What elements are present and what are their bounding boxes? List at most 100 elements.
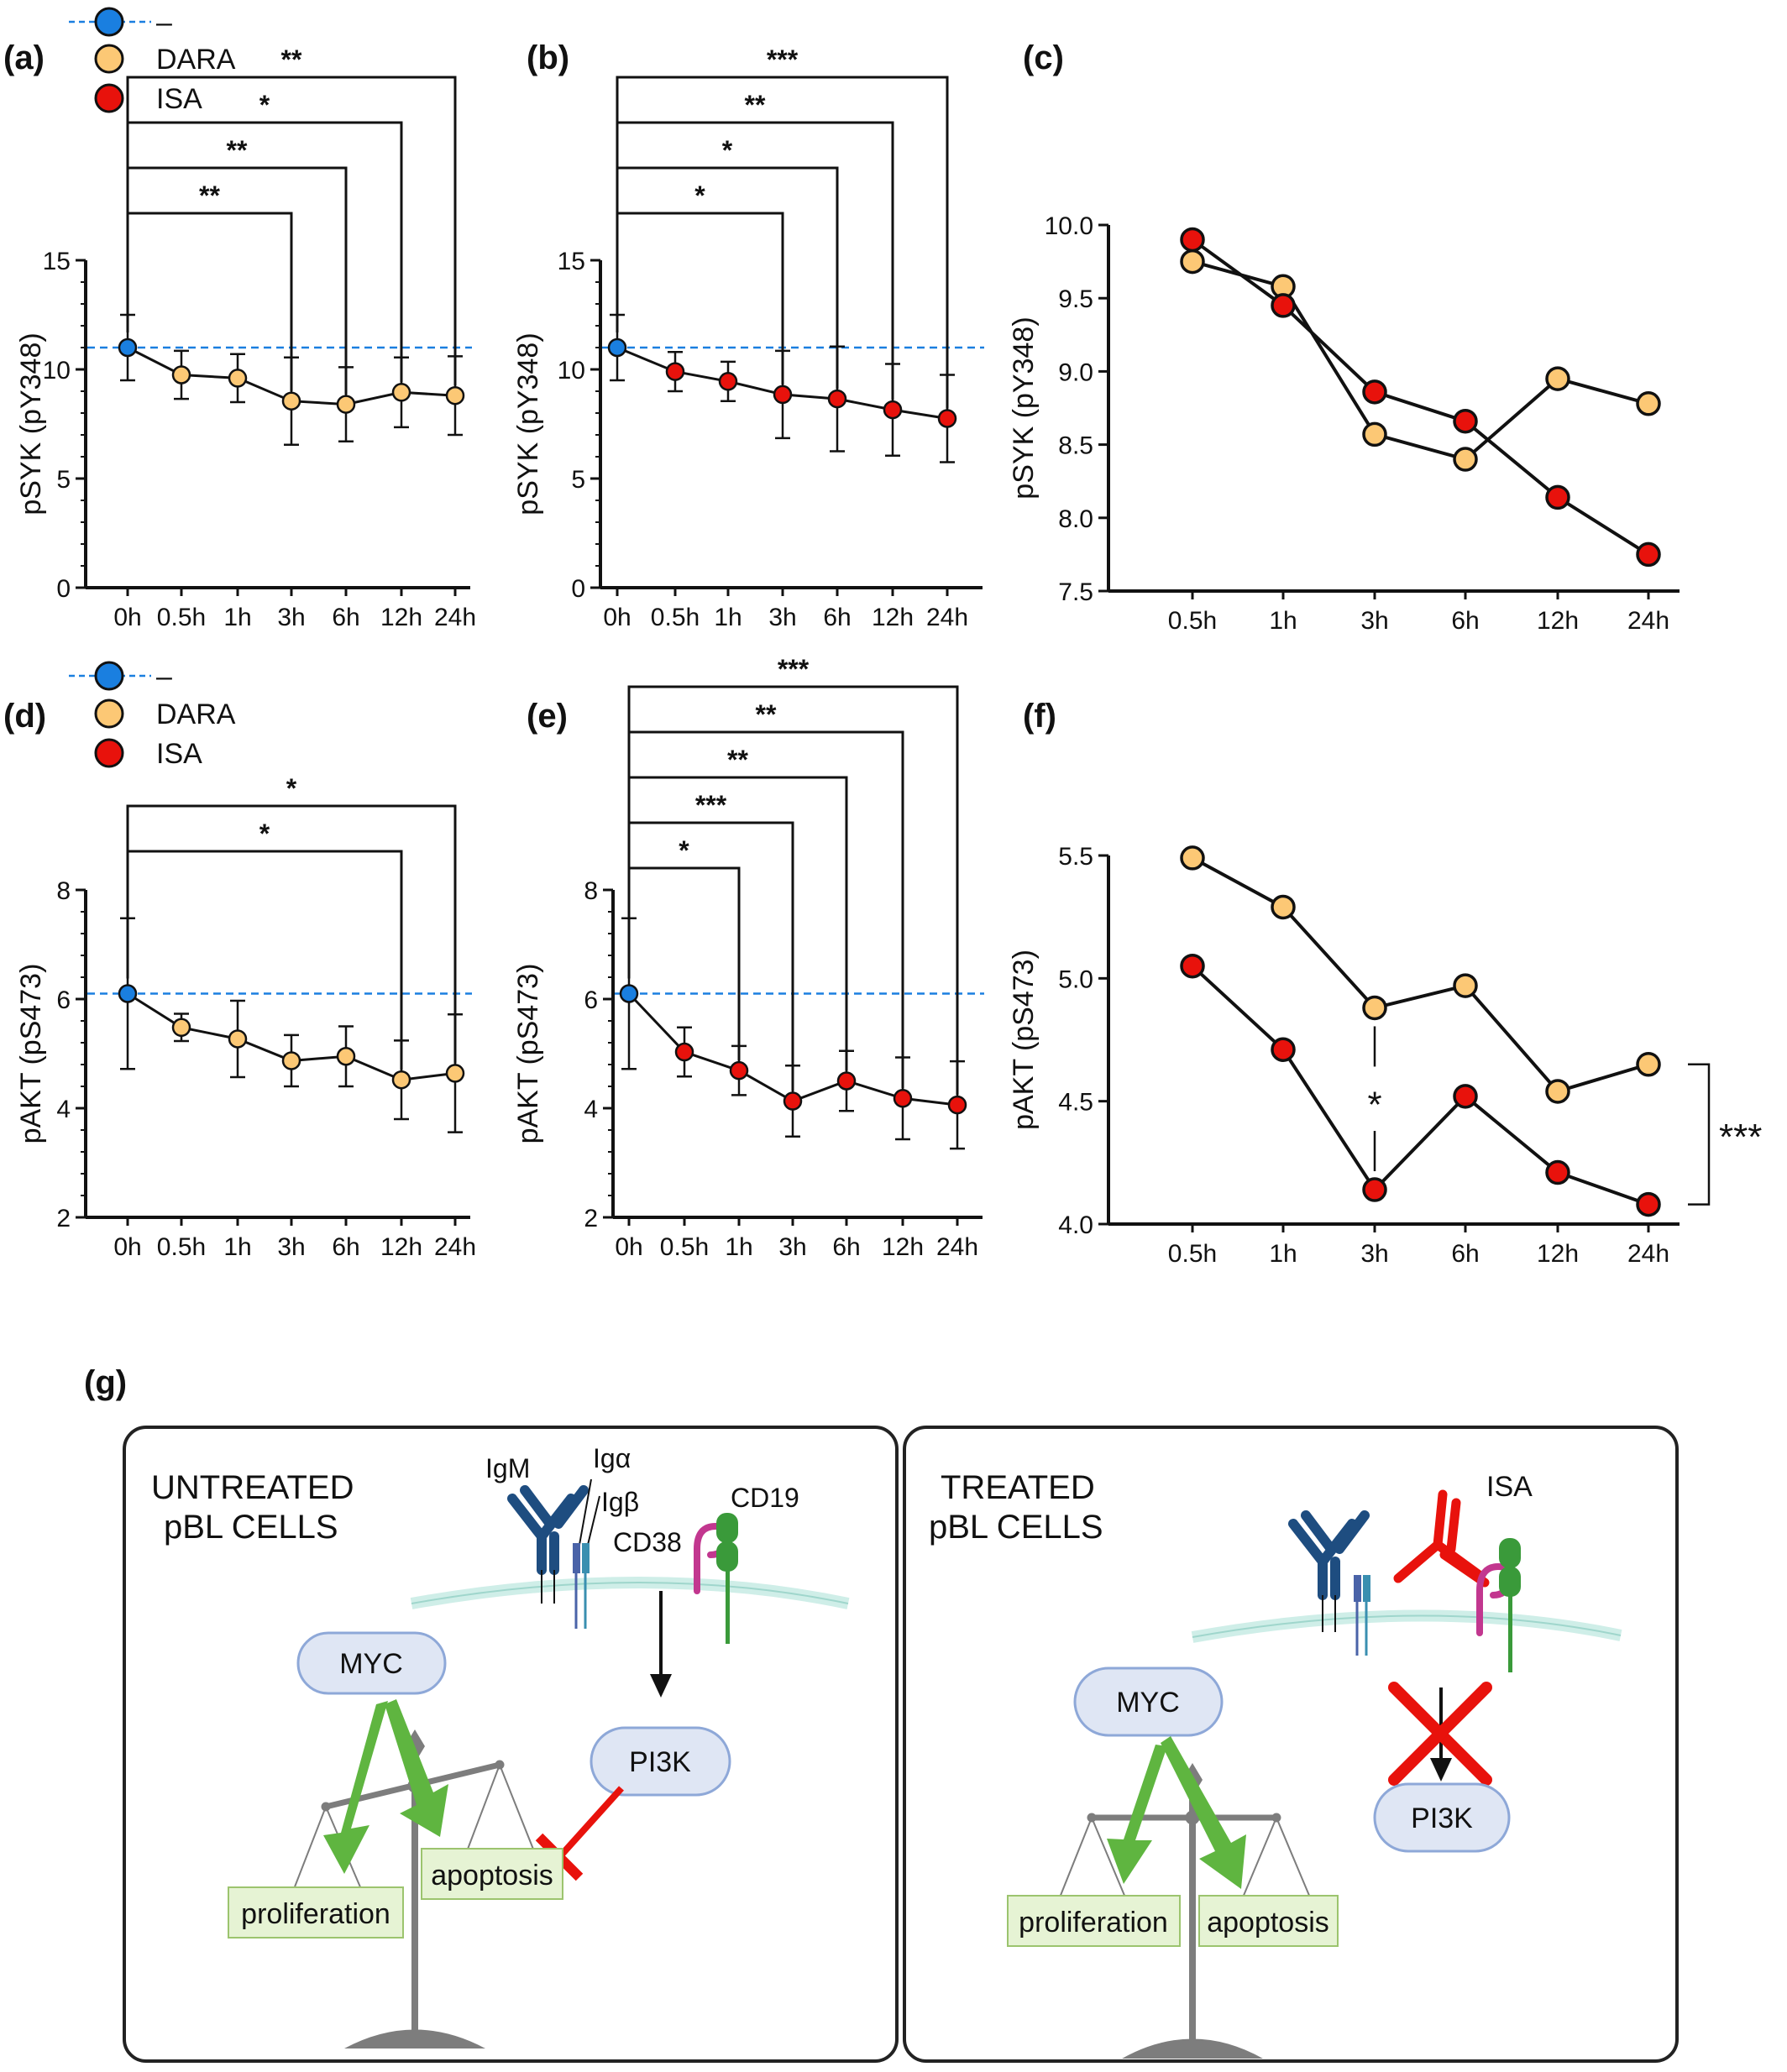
myc-arrow-icon	[1107, 1736, 1246, 1889]
annotation-bracket	[1688, 1063, 1711, 1206]
x-tick-label: 6h	[332, 1233, 359, 1261]
data-point-dara	[1453, 447, 1478, 472]
series-line-isa	[1191, 965, 1649, 1206]
data-point-dara	[281, 1051, 301, 1070]
x-tick-label: 3h	[1360, 607, 1388, 635]
x-tick-label: 3h	[778, 1233, 806, 1261]
apoptosis-box	[1198, 1895, 1339, 1947]
cd19-label: CD19	[731, 1483, 799, 1513]
significance-label: **	[227, 135, 248, 165]
legend-isa-marker	[94, 83, 124, 113]
panel-label-d: (d)	[3, 698, 46, 735]
chart-c: 7.5 8.0 8.5 9.0 9.5 10.0 0.5h 1h 3h 6h 12h 24h pSYK …	[1008, 212, 1680, 635]
myc-arrow-icon	[323, 1699, 448, 1874]
data-point-dara	[1362, 421, 1387, 447]
y-tick-label: 5	[571, 466, 585, 494]
y-axis-label: pAKT (pS473)	[15, 964, 47, 1144]
panel-label-a: (a)	[3, 39, 45, 76]
y-tick-label: 7.5	[1058, 578, 1093, 606]
x-tick-label: 3h	[277, 1233, 305, 1261]
data-point-isa	[1362, 1177, 1387, 1202]
igalpha-igbeta-icon	[573, 1543, 590, 1629]
y-tick-label: 2	[584, 1205, 598, 1232]
data-point-isa	[1453, 1084, 1478, 1109]
data-point-isa	[1362, 379, 1387, 405]
data-point-dara	[391, 383, 411, 402]
x-tick-label: 1h	[223, 1233, 251, 1261]
data-point-control	[619, 984, 639, 1003]
x-tick-label: 0h	[113, 1233, 141, 1261]
x-tick-label: 6h	[1451, 1240, 1479, 1268]
x-tick-label: 0.5h	[1168, 607, 1217, 635]
y-tick-label: 2	[56, 1205, 71, 1232]
x-tick-label: 1h	[1269, 607, 1297, 635]
proliferation-label: proliferation	[1019, 1907, 1168, 1939]
y-tick-label: 8	[56, 877, 71, 905]
data-point-dara	[281, 391, 301, 411]
y-tick-label: 10	[558, 357, 585, 385]
myc-label: MYC	[339, 1648, 403, 1680]
data-point-control	[607, 337, 627, 358]
series-line-isa	[1191, 238, 1650, 557]
apoptosis-label: apoptosis	[431, 1860, 553, 1891]
myc-label: MYC	[1116, 1687, 1180, 1719]
legend-control-label: –	[156, 7, 172, 39]
x-tick-label: 0h	[603, 604, 631, 631]
y-axis-label: pAKT (pS473)	[1008, 950, 1040, 1130]
legend-top: – DARA ISA	[69, 7, 236, 115]
untreated-title-line1: UNTREATED	[151, 1469, 354, 1506]
igm-receptor-icon	[507, 1485, 589, 1575]
legend-control-marker	[94, 661, 124, 691]
data-point-dara	[228, 1029, 248, 1049]
data-point-dara	[336, 395, 356, 414]
pi3k-node	[1373, 1782, 1511, 1853]
panel-label-g: (g)	[84, 1364, 127, 1401]
significance-label: ***	[767, 44, 799, 75]
legend-control-label: –	[156, 661, 172, 693]
panel-label-c: (c)	[1023, 39, 1064, 76]
data-point-control	[118, 337, 138, 358]
data-point-dara	[1453, 973, 1478, 998]
legend-control-marker	[94, 7, 124, 37]
x-tick-label: 6h	[823, 604, 851, 631]
significance-label: *	[694, 181, 705, 211]
data-point-dara	[1545, 1079, 1570, 1104]
data-point-isa	[827, 389, 847, 409]
cd19-icon	[716, 1513, 738, 1644]
y-axis-label: pAKT (pS473)	[512, 964, 544, 1144]
x-tick-label: 6h	[1451, 607, 1479, 635]
x-tick-label: 0.5h	[651, 604, 700, 631]
significance-bracket	[126, 212, 293, 391]
data-point-control	[118, 984, 138, 1003]
data-point-isa	[1271, 293, 1296, 318]
y-tick-label: 6	[584, 986, 598, 1014]
y-tick-label: 9.0	[1058, 358, 1093, 386]
x-tick-label: 12h	[1537, 1240, 1579, 1268]
significance-bracket	[627, 821, 794, 1091]
y-tick-label: 4	[56, 1096, 71, 1123]
x-tick-label: 0.5h	[1168, 1240, 1217, 1268]
significance-label: *	[259, 819, 270, 849]
significance-label: *	[722, 135, 733, 165]
legend-isa-label: ISA	[156, 83, 202, 115]
data-point-dara	[171, 365, 191, 385]
panel-label-f: (f)	[1023, 698, 1056, 735]
data-point-isa	[893, 1089, 913, 1108]
data-point-dara	[336, 1047, 356, 1066]
significance-label: **	[756, 699, 777, 730]
data-point-isa	[729, 1060, 749, 1080]
significance-label: **	[199, 181, 220, 211]
x-tick-label: 1h	[223, 604, 251, 631]
untreated-title-line2: pBL CELLS	[164, 1509, 338, 1546]
data-point-isa	[1545, 484, 1570, 510]
y-tick-label: 10.0	[1045, 212, 1093, 240]
cd19-icon	[1499, 1538, 1521, 1672]
proliferation-box	[1007, 1895, 1181, 1947]
panel-label-e: (e)	[527, 698, 568, 735]
data-point-isa	[1271, 1037, 1296, 1062]
apoptosis-label: apoptosis	[1207, 1907, 1329, 1939]
y-tick-label: 10	[43, 357, 71, 385]
